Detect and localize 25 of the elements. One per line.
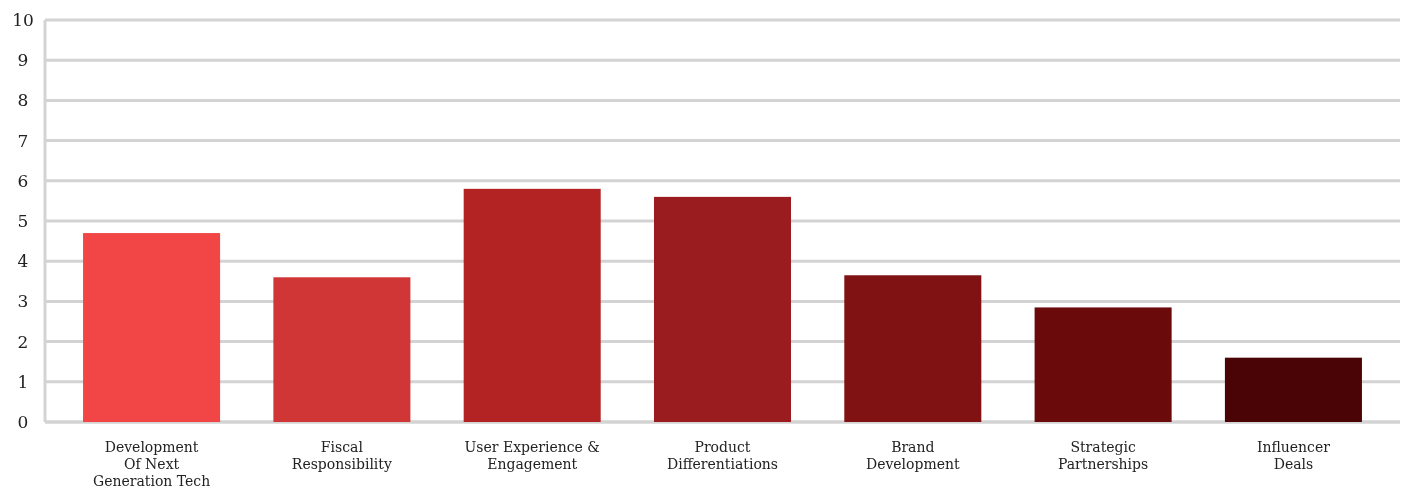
bar: [1034, 307, 1172, 422]
x-tick-label: Influencer Deals: [1256, 439, 1331, 472]
bar: [463, 188, 601, 422]
y-tick-label: 8: [17, 90, 29, 111]
bar: [653, 196, 792, 422]
bar: [273, 277, 411, 422]
y-tick-label: 9: [17, 50, 29, 71]
y-tick-label: 2: [17, 331, 29, 352]
bar: [844, 275, 982, 422]
bar: [1224, 357, 1362, 422]
y-tick-label: 6: [17, 170, 29, 191]
bar: [83, 233, 221, 422]
y-tick-label: 5: [17, 210, 29, 231]
y-tick-label: 1: [17, 371, 29, 392]
x-tick-label: Development Of Next Generation Tech: [92, 439, 211, 489]
x-tick-label: Strategic Partnerships: [1057, 439, 1149, 472]
x-tick-label: User Experience & Engagement: [464, 439, 600, 472]
y-tick-label: 7: [17, 130, 29, 151]
y-tick-label: 0: [17, 411, 29, 432]
y-tick-label: 10: [12, 9, 34, 30]
x-tick-label: Product Differentiations: [666, 439, 779, 472]
x-tick-label: Brand Development: [865, 439, 961, 472]
x-tick-label: Fiscal Responsibility: [291, 439, 392, 472]
y-tick-label: 3: [17, 291, 29, 312]
y-tick-label: 4: [17, 251, 29, 272]
